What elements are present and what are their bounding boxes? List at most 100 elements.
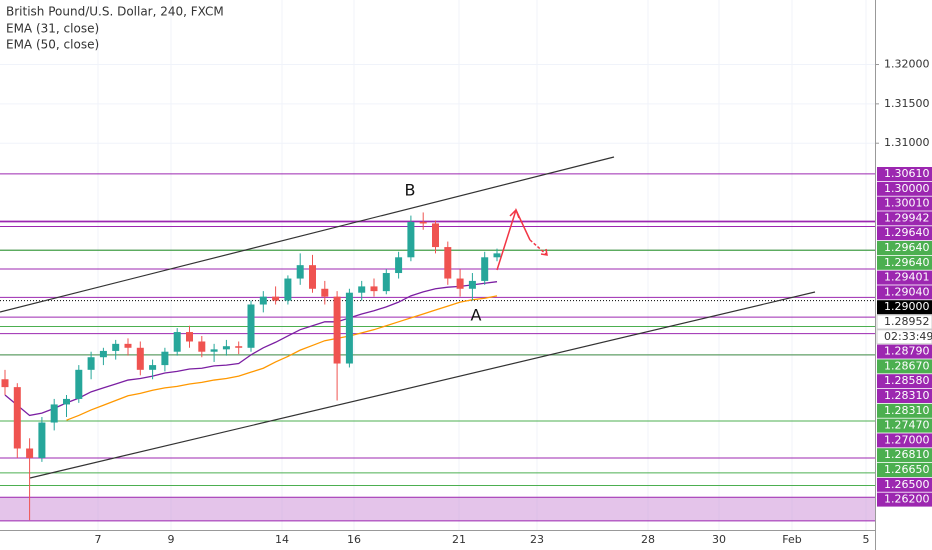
candle-body — [99, 350, 107, 358]
price-label: 1.29640 — [884, 226, 930, 239]
x-tick-label: 28 — [641, 533, 655, 546]
candle-body — [222, 346, 230, 350]
zone — [0, 497, 875, 521]
candle-body — [468, 280, 476, 289]
candle-body — [161, 351, 169, 366]
trend-line — [29, 291, 816, 479]
price-label-box — [877, 463, 932, 477]
price-label-box — [877, 389, 932, 403]
candle-body — [173, 332, 181, 352]
price-label: 1.29401 — [884, 271, 930, 284]
x-tick-label: 16 — [347, 533, 361, 546]
candle-body — [136, 347, 144, 370]
candle-body — [444, 247, 452, 279]
price-label-box — [877, 226, 932, 241]
indicator-label: EMA (31, close) — [6, 22, 99, 36]
price-label-box — [877, 374, 932, 389]
candle-body — [272, 296, 280, 301]
candle-body — [247, 304, 255, 348]
candle-body — [333, 296, 341, 364]
candle-body — [493, 253, 501, 258]
price-label-box — [876, 314, 932, 330]
price-label: 1.30610 — [884, 167, 930, 180]
price-label: 1.28670 — [884, 359, 930, 372]
x-tick-label: 14 — [275, 533, 289, 546]
price-label: 1.28952 — [884, 315, 930, 328]
candle-body — [296, 265, 304, 279]
price-label: 1.26200 — [884, 493, 930, 506]
price-label-box — [877, 403, 932, 418]
price-label-box — [877, 167, 932, 181]
price-label: 1.26650 — [884, 463, 930, 476]
price-label: 1.28790 — [884, 345, 930, 358]
candle-body — [50, 404, 58, 423]
price-label-box — [877, 433, 932, 448]
price-axis: 1.32000 1.31500 1.31000 7 9 14 16 21 23 28 30 Feb 5 1… — [95, 58, 932, 546]
candle-body — [186, 332, 193, 342]
candle-body — [149, 365, 157, 370]
candle-body — [124, 343, 132, 348]
price-label: 1.26500 — [884, 478, 930, 491]
y-tick-label: 1.32000 — [884, 58, 930, 71]
price-label: 1.29000 — [884, 300, 930, 313]
candle-body — [1, 379, 9, 388]
candle-body — [26, 448, 34, 458]
candle-body — [13, 387, 21, 449]
y-tick-label: 1.31000 — [884, 136, 930, 149]
candle-body — [87, 357, 95, 370]
x-tick-label: Feb — [782, 533, 801, 546]
price-label: 1.27000 — [884, 433, 930, 446]
countdown: 02:33:49 — [884, 330, 932, 343]
ema-line — [4, 281, 498, 417]
candle-body — [395, 257, 403, 274]
annotation: B — [405, 181, 416, 200]
x-tick-label: 9 — [168, 533, 175, 546]
candle-body — [407, 221, 415, 258]
candle-body — [235, 346, 243, 348]
price-label-box — [877, 285, 932, 300]
annotation: A — [471, 306, 482, 325]
price-label-box — [877, 300, 932, 315]
price-label: 1.28310 — [884, 389, 930, 402]
price-label-box — [877, 255, 932, 270]
candle-body — [432, 223, 439, 248]
candle-body — [210, 349, 218, 352]
ema-line — [66, 295, 498, 421]
levels — [0, 173, 875, 522]
candle-body — [481, 257, 489, 281]
price-label-box — [877, 344, 932, 359]
marks — [1, 212, 501, 521]
price-label: 1.29640 — [884, 241, 930, 254]
candle-body — [358, 286, 366, 293]
candle-body — [456, 278, 464, 289]
candle-body — [63, 398, 70, 405]
candle-body — [112, 343, 120, 351]
price-label: 1.30010 — [884, 197, 930, 210]
x-tick-label: 5 — [863, 533, 870, 546]
price-label-box — [877, 270, 932, 285]
candle-body — [198, 341, 206, 352]
arrow-head — [540, 248, 548, 256]
x-tick-label: 21 — [452, 533, 466, 546]
x-tick-label: 30 — [712, 533, 726, 546]
price-label: 1.30000 — [884, 182, 930, 195]
candle-body — [309, 265, 316, 289]
price-label: 1.26810 — [884, 448, 930, 461]
y-tick-label: 1.31500 — [884, 97, 930, 110]
price-label-box — [877, 211, 932, 226]
candle-body — [370, 286, 378, 292]
price-label: 1.29640 — [884, 256, 930, 269]
x-tick-label: 23 — [530, 533, 544, 546]
candle-body — [38, 422, 46, 458]
candle-body — [382, 273, 390, 292]
arrow-head — [509, 208, 520, 219]
price-label-box — [877, 181, 932, 196]
candle-body — [321, 288, 329, 297]
price-label-box — [877, 448, 932, 463]
price-label: 1.29040 — [884, 285, 930, 298]
projection-arrow — [529, 239, 548, 256]
price-label: 1.27470 — [884, 419, 930, 432]
candle-body — [284, 278, 292, 301]
